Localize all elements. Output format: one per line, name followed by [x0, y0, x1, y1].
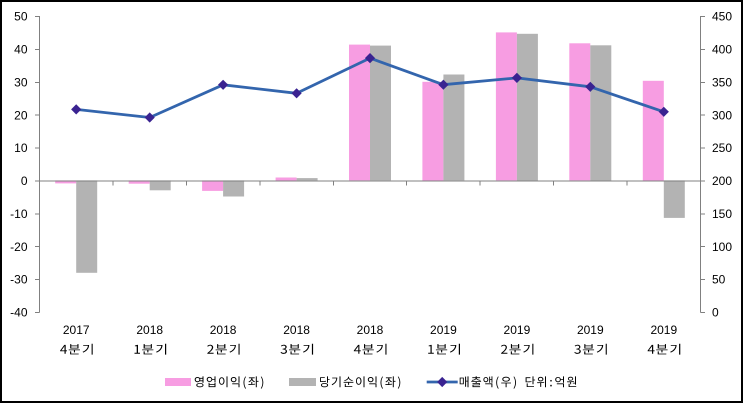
svg-text:2019: 2019: [577, 323, 604, 337]
svg-text:2018: 2018: [210, 323, 237, 337]
svg-text:50: 50: [712, 273, 726, 287]
svg-text:-20: -20: [10, 240, 28, 254]
svg-text:2019: 2019: [430, 323, 457, 337]
svg-text:20: 20: [14, 108, 28, 122]
svg-text:0: 0: [712, 306, 719, 320]
svg-text:2018: 2018: [136, 323, 163, 337]
svg-text:-40: -40: [10, 306, 28, 320]
svg-text:-30: -30: [10, 273, 28, 287]
svg-text:150: 150: [712, 207, 732, 221]
svg-text:-10: -10: [10, 207, 28, 221]
svg-text:2018: 2018: [357, 323, 384, 337]
svg-text:100: 100: [712, 240, 732, 254]
svg-text:200: 200: [712, 174, 732, 188]
svg-text:300: 300: [712, 108, 732, 122]
svg-text:2018: 2018: [283, 323, 310, 337]
svg-text:2019: 2019: [504, 323, 531, 337]
svg-text:2017: 2017: [63, 323, 90, 337]
svg-text:40: 40: [14, 43, 28, 57]
svg-text:30: 30: [14, 75, 28, 89]
svg-text:0: 0: [21, 174, 28, 188]
svg-text:250: 250: [712, 141, 732, 155]
svg-text:50: 50: [14, 10, 28, 24]
svg-text:10: 10: [14, 141, 28, 155]
svg-text:350: 350: [712, 75, 732, 89]
svg-text:400: 400: [712, 43, 732, 57]
svg-text:2019: 2019: [650, 323, 677, 337]
svg-text:450: 450: [712, 10, 732, 24]
